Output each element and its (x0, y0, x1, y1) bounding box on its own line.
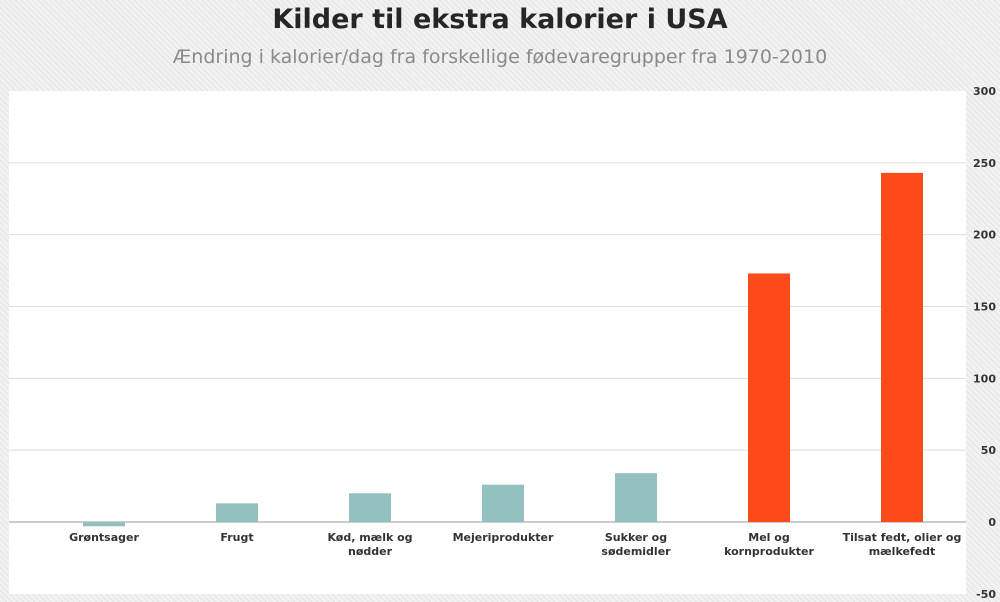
chart-subtitle: Ændring i kalorier/dag fra forskellige f… (172, 46, 828, 68)
x-axis: Grøntsager Frugt Kød, mælk og nødder Mejerip… (69, 531, 961, 558)
y-tick-label: 50 (981, 444, 997, 457)
bar (482, 484, 524, 522)
x-tick-label: Mel og kornprodukter (724, 531, 814, 558)
bar (615, 473, 657, 522)
y-tick-label: 200 (973, 229, 996, 242)
x-tick-label: Mejeriprodukter (453, 531, 554, 544)
x-tick-label: Tilsat fedt, olier og mælkefedt (843, 531, 962, 558)
x-tick-label: Sukker og sødemidler (601, 531, 671, 558)
x-tick-label: Kød, mælk og nødder (327, 531, 412, 558)
y-tick-label: -50 (976, 588, 996, 601)
bar (83, 522, 125, 527)
y-tick-label: 150 (973, 301, 996, 314)
chart-title: Kilder til ekstra kalorier i USA (272, 4, 728, 35)
y-tick-label: 0 (988, 516, 996, 529)
bar (748, 273, 790, 522)
y-tick-label: 250 (973, 157, 996, 170)
x-tick-label: Grøntsager (69, 531, 139, 544)
bar (349, 493, 391, 522)
bars (83, 172, 923, 527)
y-axis: -50 0 50 100 150 200 250 300 (973, 85, 996, 601)
x-tick-label: Frugt (220, 531, 253, 544)
bar (881, 172, 923, 522)
y-tick-label: 300 (973, 85, 996, 98)
grid-lines (9, 162, 966, 523)
bar (216, 503, 258, 522)
y-tick-label: 100 (973, 372, 996, 385)
